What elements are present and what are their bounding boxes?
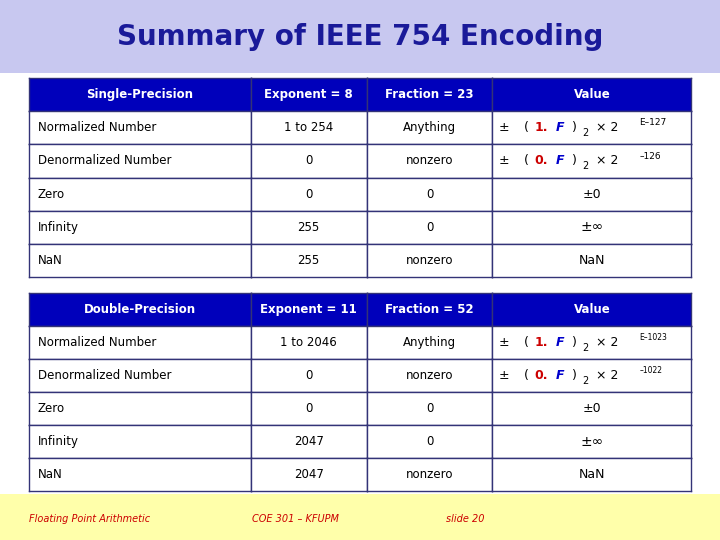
- Text: Value: Value: [573, 303, 611, 316]
- Text: ±: ±: [498, 336, 509, 349]
- Text: 255: 255: [297, 254, 320, 267]
- Text: 1 to 2046: 1 to 2046: [280, 336, 337, 349]
- Text: ±0: ±0: [582, 402, 601, 415]
- Text: 2047: 2047: [294, 468, 323, 481]
- Text: ): ): [572, 336, 577, 349]
- Text: × 2: × 2: [596, 154, 618, 167]
- Text: 2: 2: [582, 161, 588, 171]
- Text: ±: ±: [498, 369, 509, 382]
- Text: NaN: NaN: [579, 468, 605, 481]
- Text: 2: 2: [582, 342, 588, 353]
- Text: 255: 255: [297, 221, 320, 234]
- Text: F: F: [556, 154, 564, 167]
- Text: F: F: [556, 336, 564, 349]
- Text: Infinity: Infinity: [37, 435, 78, 448]
- Text: (: (: [524, 122, 529, 134]
- Text: (: (: [524, 336, 529, 349]
- Text: Denormalized Number: Denormalized Number: [37, 154, 171, 167]
- Text: ): ): [572, 154, 577, 167]
- Text: –126: –126: [639, 152, 661, 160]
- Text: 0: 0: [305, 369, 312, 382]
- Text: ±: ±: [498, 154, 509, 167]
- Text: slide 20: slide 20: [446, 515, 485, 524]
- Text: nonzero: nonzero: [406, 468, 454, 481]
- Text: Single-Precision: Single-Precision: [86, 89, 193, 102]
- Text: 0: 0: [426, 435, 433, 448]
- Text: Normalized Number: Normalized Number: [37, 336, 156, 349]
- Text: Zero: Zero: [37, 187, 65, 200]
- Text: ±∞: ±∞: [580, 435, 603, 449]
- Text: 2047: 2047: [294, 435, 323, 448]
- Text: Anything: Anything: [403, 122, 456, 134]
- Text: Exponent = 11: Exponent = 11: [261, 303, 357, 316]
- Text: NaN: NaN: [37, 254, 63, 267]
- Text: ±0: ±0: [582, 187, 601, 200]
- Text: ±∞: ±∞: [580, 220, 603, 234]
- Text: ): ): [572, 122, 577, 134]
- Text: 2: 2: [582, 376, 588, 386]
- Text: E–127: E–127: [639, 118, 667, 127]
- Text: Exponent = 8: Exponent = 8: [264, 89, 353, 102]
- Text: Denormalized Number: Denormalized Number: [37, 369, 171, 382]
- Text: Value: Value: [573, 89, 611, 102]
- Text: 0: 0: [426, 221, 433, 234]
- Text: nonzero: nonzero: [406, 369, 454, 382]
- Text: Fraction = 23: Fraction = 23: [385, 89, 474, 102]
- Text: NaN: NaN: [37, 468, 63, 481]
- Text: ): ): [572, 369, 577, 382]
- Text: × 2: × 2: [596, 122, 618, 134]
- Text: (: (: [524, 369, 529, 382]
- Text: Zero: Zero: [37, 402, 65, 415]
- Text: E–1023: E–1023: [639, 333, 667, 342]
- Text: NaN: NaN: [579, 254, 605, 267]
- Text: Anything: Anything: [403, 336, 456, 349]
- Text: nonzero: nonzero: [406, 154, 454, 167]
- Text: Double-Precision: Double-Precision: [84, 303, 196, 316]
- Text: 0: 0: [305, 402, 312, 415]
- Text: 0: 0: [426, 187, 433, 200]
- Text: 0.: 0.: [534, 369, 548, 382]
- Text: COE 301 – KFUPM: COE 301 – KFUPM: [252, 515, 339, 524]
- Text: 0: 0: [305, 187, 312, 200]
- Text: Floating Point Arithmetic: Floating Point Arithmetic: [29, 515, 150, 524]
- Text: Normalized Number: Normalized Number: [37, 122, 156, 134]
- Text: F: F: [556, 369, 564, 382]
- Text: 0.: 0.: [534, 154, 548, 167]
- Text: nonzero: nonzero: [406, 254, 454, 267]
- Text: (: (: [524, 154, 529, 167]
- Text: 0: 0: [426, 402, 433, 415]
- Text: × 2: × 2: [596, 336, 618, 349]
- Text: 2: 2: [582, 128, 588, 138]
- Text: × 2: × 2: [596, 369, 618, 382]
- Text: Infinity: Infinity: [37, 221, 78, 234]
- Text: Summary of IEEE 754 Encoding: Summary of IEEE 754 Encoding: [117, 23, 603, 51]
- Text: ±: ±: [498, 122, 509, 134]
- Text: 1 to 254: 1 to 254: [284, 122, 333, 134]
- Text: Fraction = 52: Fraction = 52: [385, 303, 474, 316]
- Text: 1.: 1.: [534, 122, 548, 134]
- Text: 1.: 1.: [534, 336, 548, 349]
- Text: F: F: [556, 122, 564, 134]
- Text: 0: 0: [305, 154, 312, 167]
- Text: –1022: –1022: [639, 366, 662, 375]
